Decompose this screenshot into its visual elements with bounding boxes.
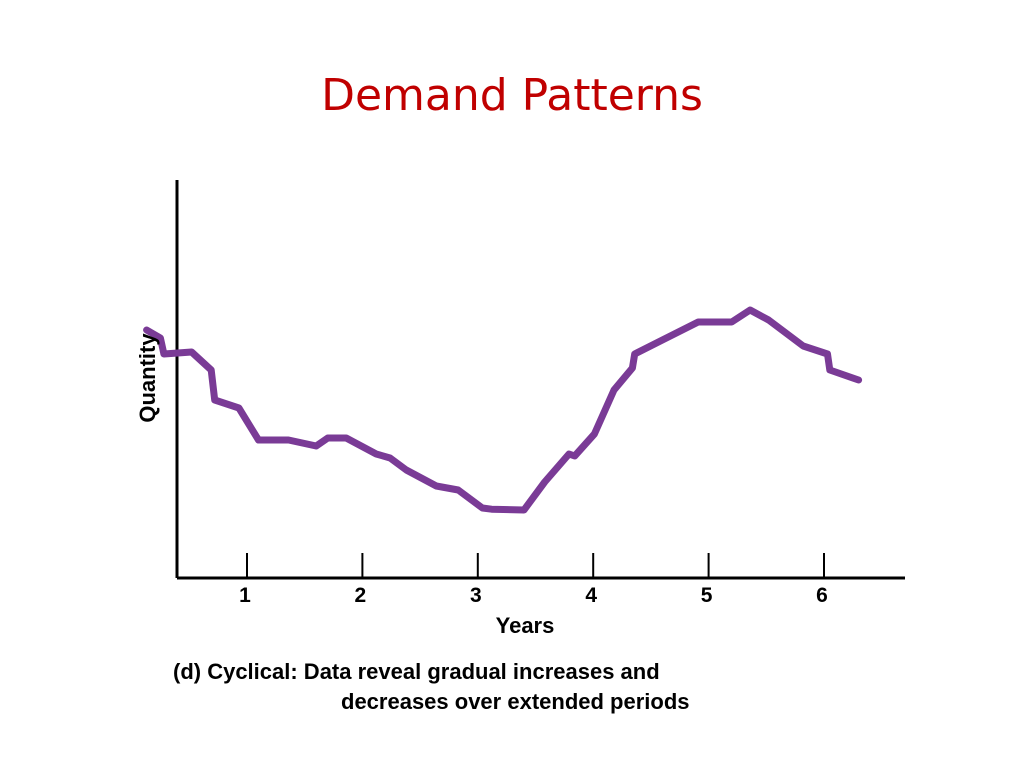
- x-tick-label: 2: [355, 584, 367, 607]
- caption-line-2: decreases over extended periods: [341, 689, 690, 714]
- y-axis-label: Quantity: [135, 333, 160, 423]
- x-tick-label: 5: [701, 584, 713, 607]
- x-axis-label: Years: [496, 613, 555, 638]
- series-line: [143, 306, 863, 514]
- caption-line-1: (d) Cyclical: Data reveal gradual increa…: [173, 659, 660, 684]
- axes: [175, 180, 905, 580]
- chart: 1 2 3 4 5 6 Years Quantity: [135, 180, 905, 638]
- x-tick-label: 6: [816, 584, 828, 607]
- x-tick-label: 4: [585, 584, 597, 607]
- slide-title: Demand Patterns: [321, 70, 703, 121]
- x-tick-label: 1: [239, 584, 251, 607]
- x-tick-label: 3: [470, 584, 482, 607]
- x-ticks: 1 2 3 4 5 6: [239, 553, 828, 607]
- chart-caption: (d) Cyclical: Data reveal gradual increa…: [173, 657, 690, 717]
